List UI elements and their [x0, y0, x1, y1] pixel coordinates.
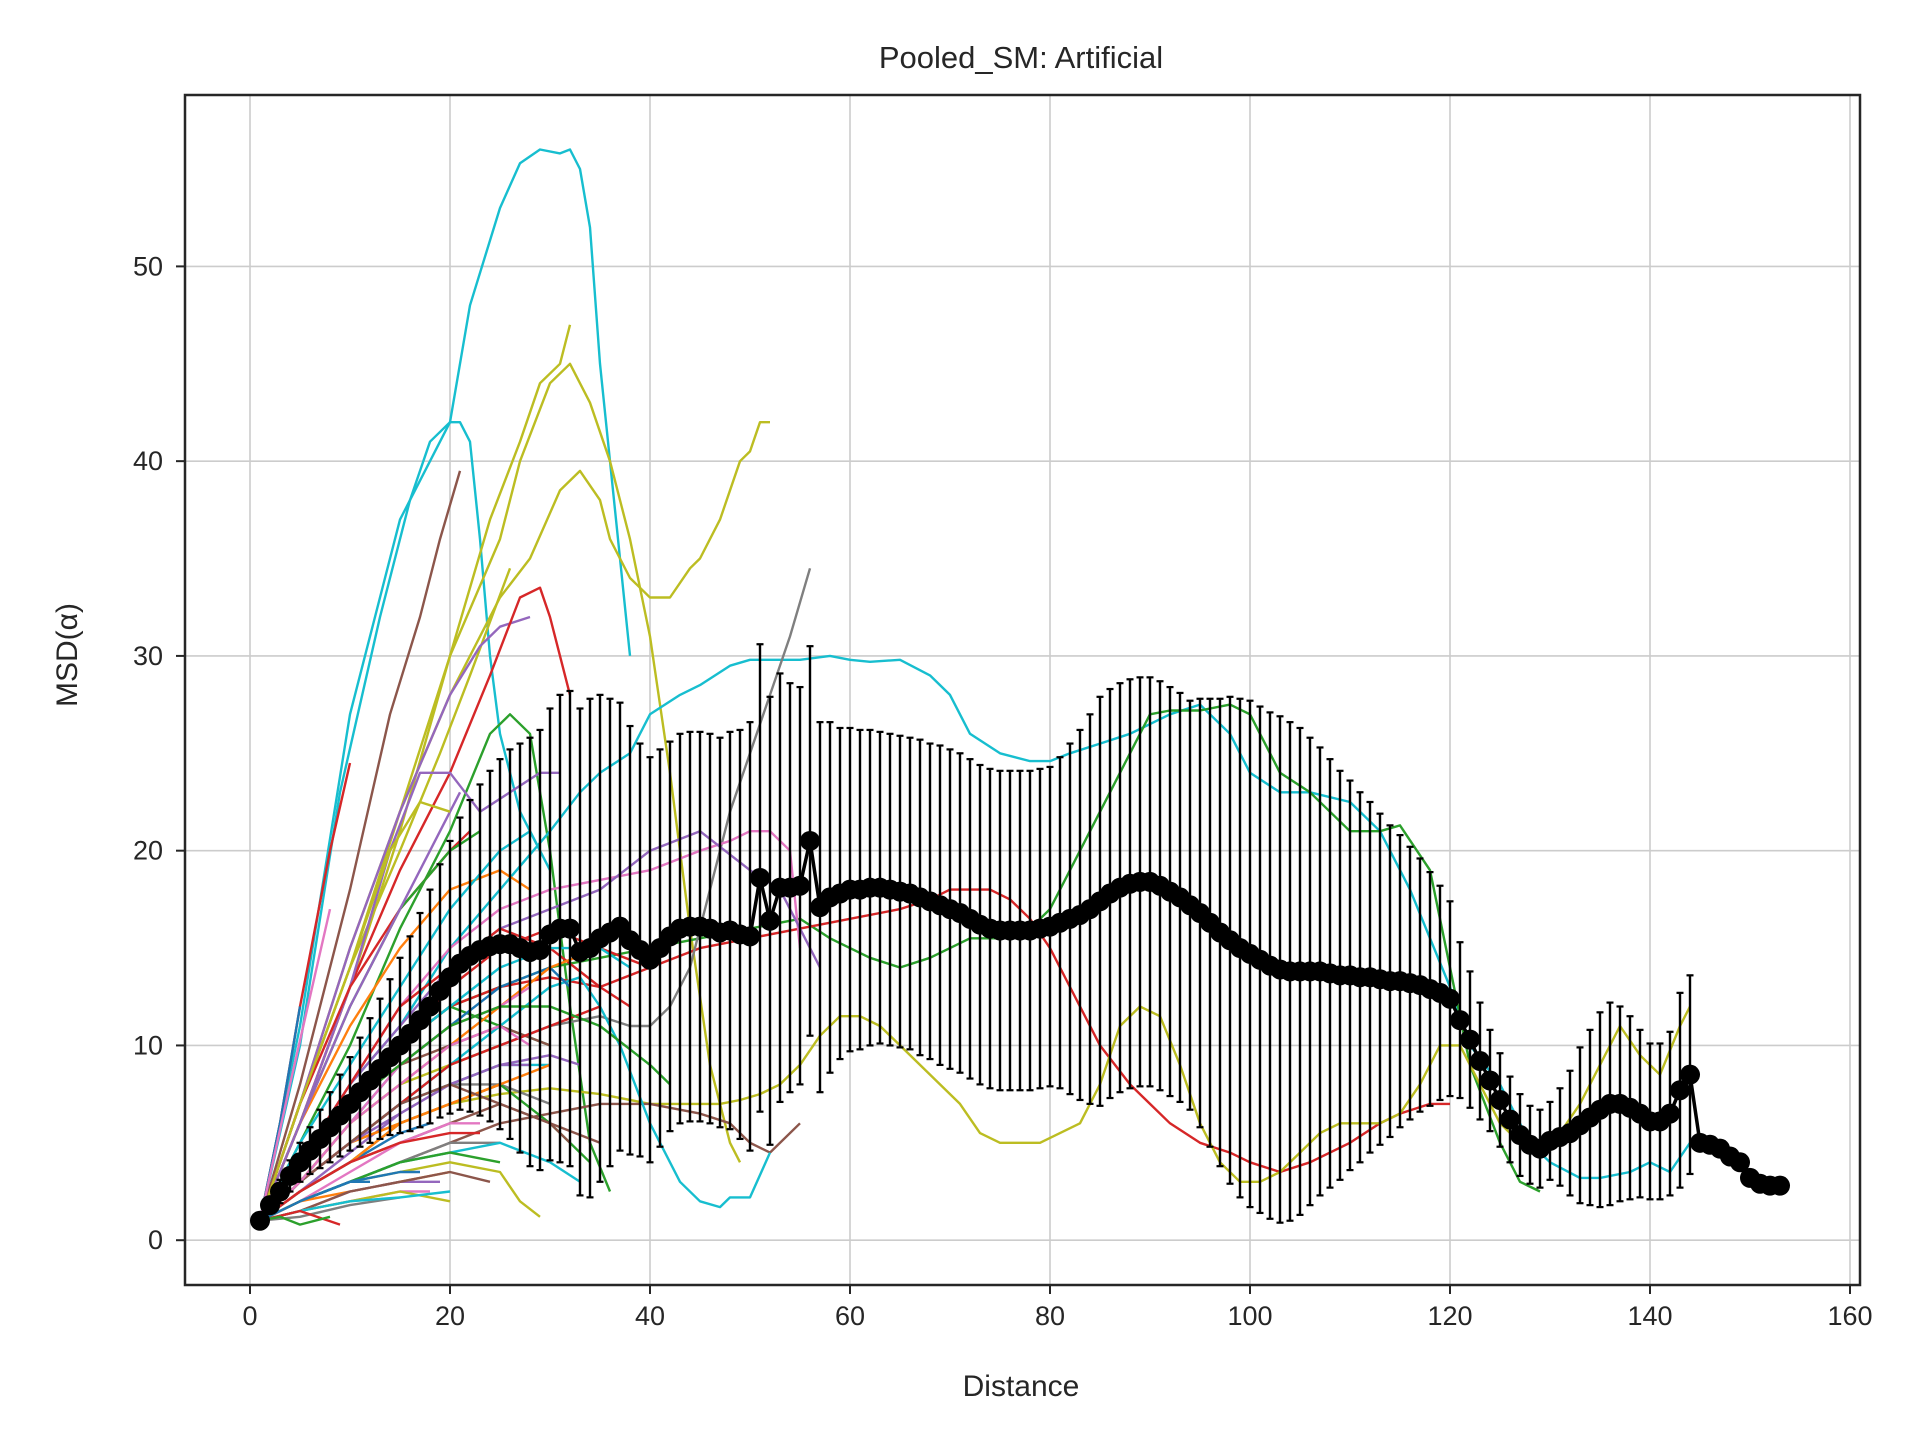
- x-tick-label: 40: [635, 1301, 665, 1331]
- series-line-28: [258, 830, 552, 1222]
- x-tick-label: 160: [1827, 1301, 1872, 1331]
- mean-point: [560, 918, 580, 939]
- mean-point: [1460, 1029, 1480, 1050]
- x-tick-label: 0: [242, 1301, 257, 1331]
- mean-point: [1440, 988, 1460, 1009]
- y-tick-label: 0: [148, 1225, 163, 1255]
- y-tick-label: 30: [133, 641, 163, 671]
- series-line-10: [258, 713, 612, 1222]
- mean-point: [420, 996, 440, 1017]
- mean-point: [1730, 1152, 1750, 1173]
- series-line-2: [258, 470, 462, 1222]
- mean-point: [740, 926, 760, 947]
- mean-point: [1470, 1051, 1490, 1072]
- mean-point: [1670, 1080, 1690, 1101]
- x-tick-label: 140: [1627, 1301, 1672, 1331]
- series-line-0: [258, 148, 632, 1221]
- mean-point: [790, 875, 810, 896]
- y-tick-label: 50: [133, 251, 163, 281]
- mean-point: [760, 910, 780, 931]
- x-axis-ticks: 0 20 40 60 80 100 120 140 160: [242, 1285, 1873, 1331]
- mean-point: [800, 830, 820, 851]
- mean-point: [1450, 1010, 1470, 1031]
- mean-point: [1680, 1064, 1700, 1085]
- y-tick-label: 20: [133, 836, 163, 866]
- mean-point: [270, 1181, 290, 1202]
- plot-frame: [183, 93, 1862, 1287]
- x-tick-label: 60: [835, 1301, 865, 1331]
- mean-point: [1660, 1103, 1680, 1124]
- mean-point: [250, 1210, 270, 1231]
- mean-point: [750, 867, 770, 888]
- series-line-26: [258, 791, 462, 1222]
- x-tick-label: 120: [1427, 1301, 1472, 1331]
- series-line-55: [259, 1196, 401, 1222]
- series-line-11: [258, 771, 560, 1222]
- series-line-22: [258, 908, 332, 1221]
- mean-point: [1500, 1109, 1520, 1130]
- y-axis-ticks: 0 10 20 30 40 50: [133, 251, 185, 1255]
- series-line-60: [259, 1180, 370, 1222]
- x-tick-label: 100: [1227, 1301, 1272, 1331]
- y-axis-title: MSD(α): [51, 603, 84, 707]
- x-tick-label: 80: [1035, 1301, 1065, 1331]
- series-line-1: [258, 421, 542, 1221]
- mean-point: [530, 940, 550, 961]
- series-line-48: [259, 1131, 480, 1222]
- x-tick-label: 20: [435, 1301, 465, 1331]
- mean-point: [1490, 1089, 1510, 1110]
- mean-series: [250, 830, 1790, 1231]
- chart-title: Pooled_SM: Artificial: [879, 40, 1163, 75]
- series-line-63: [259, 1083, 601, 1222]
- series-line-27: [258, 800, 451, 1222]
- y-tick-label: 10: [133, 1030, 163, 1060]
- x-axis-title: Distance: [963, 1370, 1080, 1403]
- y-tick-label: 40: [133, 446, 163, 476]
- mean-point: [1770, 1175, 1790, 1196]
- grid-lines: [185, 95, 1860, 1285]
- series-line-59: [259, 1215, 331, 1226]
- mean-point: [1480, 1070, 1500, 1091]
